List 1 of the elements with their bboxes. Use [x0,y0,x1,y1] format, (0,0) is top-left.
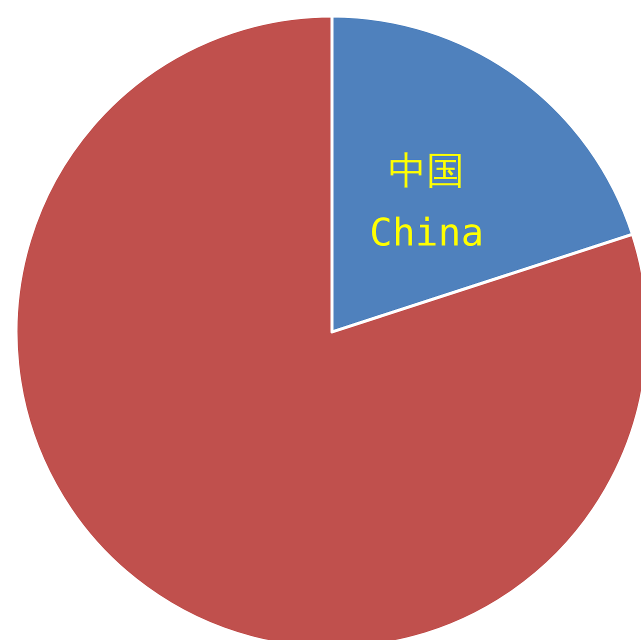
slice-label: 中国 China [369,148,484,255]
